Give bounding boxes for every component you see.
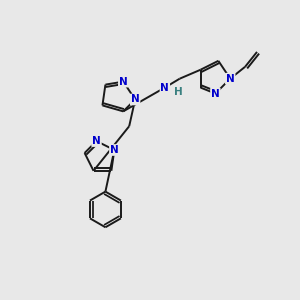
Text: N: N xyxy=(160,82,169,93)
Text: N: N xyxy=(119,76,128,87)
Text: N: N xyxy=(92,136,101,146)
Text: N: N xyxy=(211,88,220,98)
Text: N: N xyxy=(131,94,140,104)
Text: H: H xyxy=(174,87,183,97)
Text: N: N xyxy=(226,74,235,84)
Text: N: N xyxy=(110,145,119,155)
